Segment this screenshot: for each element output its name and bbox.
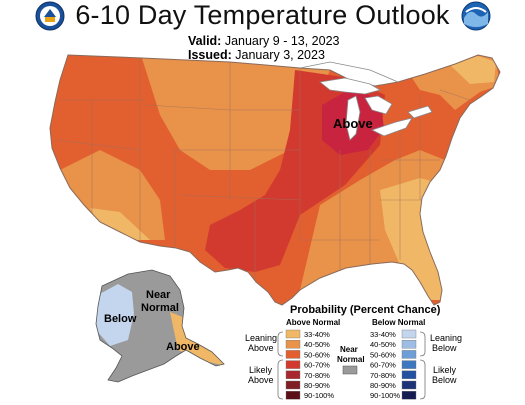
issued-date: January 3, 2023	[235, 48, 325, 62]
conus-shading	[50, 55, 500, 305]
leaning-above-label-1: Leaning	[245, 333, 277, 343]
alaska-normal-label: Normal	[141, 302, 179, 314]
page-title: 6-10 Day Temperature Outlook	[75, 0, 450, 30]
alaska-below-label: Below	[104, 313, 137, 325]
leaning-below-label-2: Below	[432, 343, 457, 353]
below-bin-label-0: 33-40%	[370, 330, 396, 339]
above-bin-label-6: 90-100%	[304, 391, 334, 400]
leaning-below-label-1: Leaning	[430, 333, 462, 343]
issued-label: Issued:	[188, 48, 232, 62]
above-bin-swatch-4	[285, 370, 301, 379]
above-bin-label-1: 40-50%	[304, 340, 330, 349]
below-bin-swatch-6	[401, 391, 417, 400]
below-bin-swatch-4	[401, 370, 417, 379]
below-bin-swatch-0	[401, 329, 417, 339]
above-bin-label-4: 70-80%	[304, 371, 330, 380]
below-bin-swatch-2	[401, 350, 417, 359]
below-normal-bins: 33-40%40-50%50-60% 60-70%70-80%80-90%90-1…	[370, 329, 417, 400]
valid-dates: January 9 - 13, 2023	[224, 34, 340, 48]
great-lakes	[319, 77, 433, 141]
state-boundaries	[54, 58, 471, 285]
above-bin-label-5: 80-90%	[304, 381, 330, 390]
legend-near-normal-swatch	[342, 365, 358, 375]
legend: Probability (Percent Chance) Above Norma…	[245, 304, 462, 400]
likely-below-label-1: Likely	[433, 365, 457, 375]
above-bin-swatch-2	[285, 350, 301, 359]
legend-title: Probability (Percent Chance)	[290, 304, 441, 316]
issued-line: Issued: January 3, 2023	[188, 48, 325, 62]
leaning-above-label-2: Above	[248, 343, 274, 353]
below-bin-swatch-5	[401, 380, 417, 390]
commerce-seal-icon	[35, 1, 65, 31]
below-bin-label-2: 50-60%	[370, 350, 396, 359]
legend-brackets	[277, 331, 426, 400]
below-bin-label-4: 70-80%	[370, 371, 396, 380]
valid-label: Valid:	[188, 34, 222, 48]
below-bin-label-3: 60-70%	[370, 361, 396, 370]
above-bin-swatch-6	[285, 391, 301, 400]
below-bin-label-1: 40-50%	[370, 340, 396, 349]
noaa-logo-icon	[461, 1, 491, 31]
above-bin-label-2: 50-60%	[304, 350, 330, 359]
above-bin-swatch-1	[285, 340, 301, 349]
alaska-outline	[95, 269, 225, 383]
likely-above-label-1: Likely	[249, 365, 273, 375]
above-bin-label-0: 33-40%	[304, 330, 330, 339]
above-bin-swatch-0	[285, 329, 301, 339]
canada-border	[299, 61, 399, 83]
legend-near-label: Near	[340, 345, 358, 354]
above-normal-bins: 33-40%40-50%50-60% 60-70%70-80%80-90%90-1…	[285, 329, 334, 400]
likely-above-label-2: Above	[248, 375, 274, 385]
legend-above-header: Above Normal	[286, 318, 340, 327]
above-bin-swatch-5	[285, 380, 301, 390]
alaska-near-label: Near	[146, 289, 171, 301]
legend-normal-label: Normal	[337, 355, 365, 364]
above-bin-swatch-3	[285, 360, 301, 369]
legend-below-header: Below Normal	[372, 318, 425, 327]
likely-below-label-2: Below	[432, 375, 457, 385]
conus-above-label: Above	[333, 116, 373, 131]
alaska-above-label: Above	[166, 341, 200, 353]
alaska-shading	[96, 270, 224, 382]
valid-line: Valid: January 9 - 13, 2023	[188, 34, 340, 48]
below-bin-label-5: 80-90%	[370, 381, 396, 390]
above-bin-label-3: 60-70%	[304, 361, 330, 370]
below-bin-swatch-3	[401, 360, 417, 369]
below-bin-label-6: 90-100%	[370, 391, 400, 400]
below-bin-swatch-1	[401, 340, 417, 349]
